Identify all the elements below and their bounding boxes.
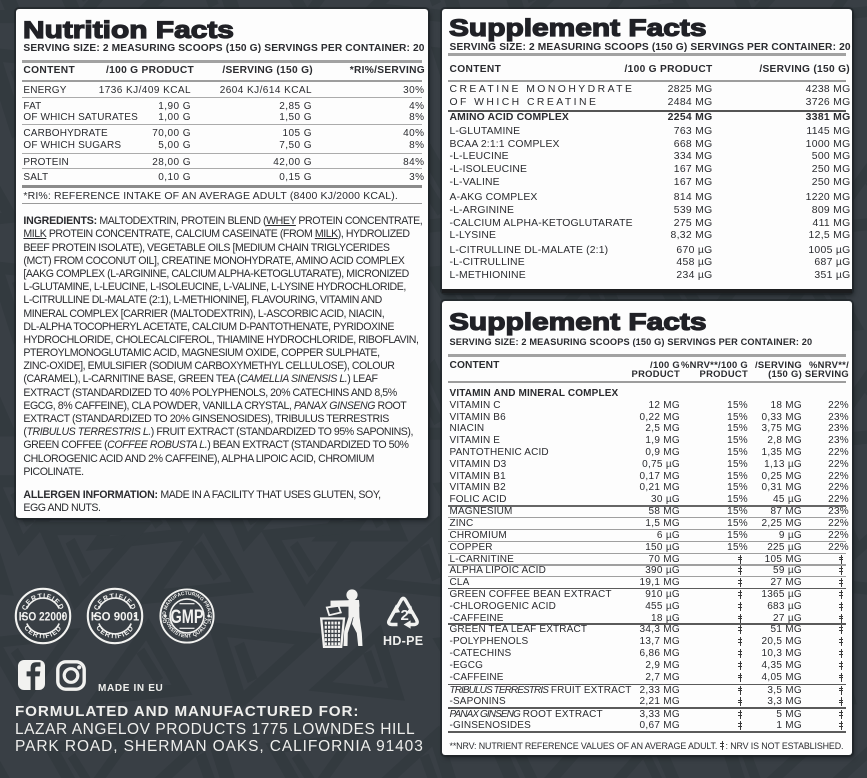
svg-text:ISO 22000: ISO 22000 bbox=[19, 610, 68, 624]
svg-text:ISO 9001: ISO 9001 bbox=[91, 610, 140, 624]
svg-text:2: 2 bbox=[401, 607, 409, 624]
svg-text:GMP: GMP bbox=[170, 607, 203, 628]
